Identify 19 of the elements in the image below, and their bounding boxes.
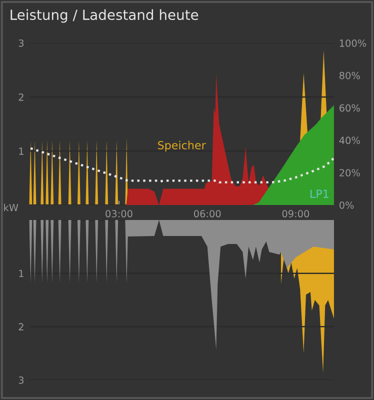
y-tick-label: 3	[18, 39, 24, 47]
y2-tick-label: 20%	[340, 169, 360, 176]
annotation: LP1	[310, 190, 328, 198]
y2-tick-label: 0%	[339, 201, 354, 209]
y-tick-label: 2	[18, 323, 24, 330]
y2-tick-label: 60%	[340, 104, 360, 112]
y-tick-label: 1	[19, 148, 24, 155]
x-tick-label: 06:00	[194, 210, 221, 218]
y-axis-title: kW	[4, 204, 18, 212]
annotation: Speicher	[158, 140, 206, 152]
y-tick-label: 1	[19, 270, 24, 278]
x-tick-label: 09:00	[282, 210, 310, 218]
chart-title: Leistung / Ladestand heute	[10, 9, 198, 23]
y2-tick-label: 80%	[340, 72, 360, 80]
y2-tick-label: 100%	[340, 39, 366, 47]
x-tick-label: 03:00	[106, 210, 132, 218]
y-tick-label: 2	[18, 93, 24, 101]
y2-tick-label: 40%	[339, 136, 360, 144]
y-tick-label: 3	[18, 376, 24, 384]
